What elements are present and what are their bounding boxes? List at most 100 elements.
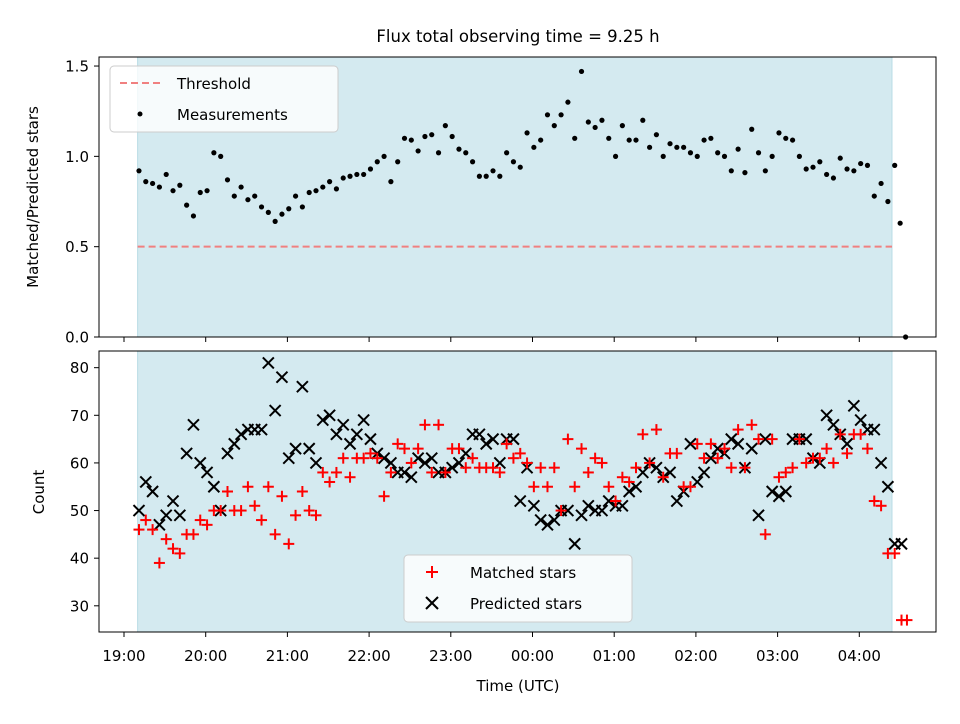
predicted-star-point xyxy=(847,399,861,412)
measurement-point xyxy=(844,166,850,172)
predicted-star-point xyxy=(146,485,159,498)
matched-star-point xyxy=(671,447,683,459)
predicted-star-point xyxy=(541,518,554,532)
measurement-point xyxy=(272,218,278,224)
x-tick-label: 02:00 xyxy=(674,647,717,665)
predicted-star-point xyxy=(234,428,248,441)
matched-star-point xyxy=(616,471,628,483)
predicted-star-point xyxy=(357,413,370,427)
measurement-point xyxy=(149,180,156,187)
predicted-star-point xyxy=(411,451,425,465)
matched-star-point xyxy=(358,452,370,464)
predicted-star-point xyxy=(160,509,173,522)
matched-star-point xyxy=(296,486,308,497)
matched-series xyxy=(133,419,913,626)
predicted-star-point xyxy=(650,461,663,474)
predicted-star-point xyxy=(697,466,711,479)
predicted-star-point xyxy=(330,428,343,441)
matched-star-point xyxy=(814,452,826,464)
matched-star-point xyxy=(140,514,152,526)
measurement-point xyxy=(524,130,530,136)
measurement-point xyxy=(374,159,380,165)
predicted-star-point xyxy=(629,480,643,493)
matched-star-point xyxy=(283,538,295,550)
matched-star-point xyxy=(637,428,649,440)
ratio-y-tick-label: 0.5 xyxy=(65,238,89,256)
measurement-point xyxy=(647,144,653,150)
measurement-point xyxy=(483,173,489,179)
matched-star-point xyxy=(596,457,608,469)
predicted-star-point xyxy=(765,485,779,498)
measurement-point xyxy=(810,164,816,170)
matched-star-point xyxy=(610,495,622,507)
predicted-star-point xyxy=(840,437,854,451)
predicted-star-point xyxy=(534,513,547,527)
measurement-point xyxy=(626,137,632,143)
matched-star-point xyxy=(623,476,635,488)
measurement-point xyxy=(701,137,707,143)
predicted-star-point xyxy=(302,442,316,455)
matched-star-point xyxy=(746,419,758,431)
matched-star-point xyxy=(725,462,737,474)
matched-star-point xyxy=(589,452,601,464)
matched-star-point xyxy=(330,466,342,478)
measurement-point xyxy=(871,193,877,199)
measurement-point xyxy=(490,168,496,174)
predicted-star-point xyxy=(309,456,323,470)
measurement-point xyxy=(354,171,360,178)
predicted-star-point xyxy=(799,432,813,446)
measurement-point xyxy=(551,123,557,129)
predicted-star-point xyxy=(473,428,486,441)
measurement-point xyxy=(592,124,598,131)
x-tick-label: 23:00 xyxy=(429,647,472,665)
measurement-point xyxy=(653,132,660,138)
x-tick-label: 21:00 xyxy=(266,647,309,665)
ratio-x-ticks xyxy=(123,337,860,342)
measurement-point xyxy=(633,137,639,143)
measurement-point xyxy=(388,179,394,185)
matched-star-point xyxy=(324,476,336,488)
predicted-star-point xyxy=(228,437,241,451)
ratio-y-tick-label: 1.5 xyxy=(65,58,89,76)
measurement-point xyxy=(211,150,217,156)
measurement-point xyxy=(640,117,646,123)
matched-star-point xyxy=(426,466,438,478)
predicted-star-point xyxy=(507,432,520,446)
matched-star-point xyxy=(834,428,846,440)
count-y-tick-label: 40 xyxy=(70,550,89,568)
measurement-point xyxy=(415,148,421,154)
matched-star-point xyxy=(399,443,411,455)
predicted-star-point xyxy=(194,456,207,470)
measurement-point xyxy=(681,144,687,150)
measurement-point xyxy=(572,135,578,141)
predicted-star-point xyxy=(561,504,575,517)
measurement-point xyxy=(837,155,843,161)
measurement-point xyxy=(776,130,782,136)
measurement-point xyxy=(395,159,401,165)
measurement-point xyxy=(333,186,340,192)
predicted-star-point xyxy=(663,466,677,479)
matched-star-point xyxy=(861,443,873,455)
matched-star-point xyxy=(868,495,880,507)
matched-star-point xyxy=(453,443,465,455)
matched-star-point xyxy=(337,452,349,464)
predicted-star-point xyxy=(479,437,493,451)
predicted-star-point xyxy=(691,475,704,489)
matched-star-point xyxy=(460,462,472,474)
measurement-point xyxy=(674,144,680,150)
ratio-y-ticks: 0.0 0.5 1.0 1.5 xyxy=(65,58,99,347)
predicted-star-point xyxy=(568,537,581,551)
matched-star-point xyxy=(739,462,751,474)
matched-star-point xyxy=(174,547,186,559)
legend-measurements-swatch xyxy=(137,111,143,117)
matched-star-point xyxy=(194,514,206,526)
predicted-star-point xyxy=(153,518,166,532)
matched-star-point xyxy=(310,509,322,521)
predicted-star-point xyxy=(493,456,507,470)
predicted-star-point xyxy=(827,418,840,432)
matched-star-point xyxy=(364,447,376,459)
predicted-star-point xyxy=(445,461,459,474)
measurement-point xyxy=(612,153,619,159)
matched-star-point xyxy=(419,419,431,431)
measurement-point xyxy=(320,184,326,190)
